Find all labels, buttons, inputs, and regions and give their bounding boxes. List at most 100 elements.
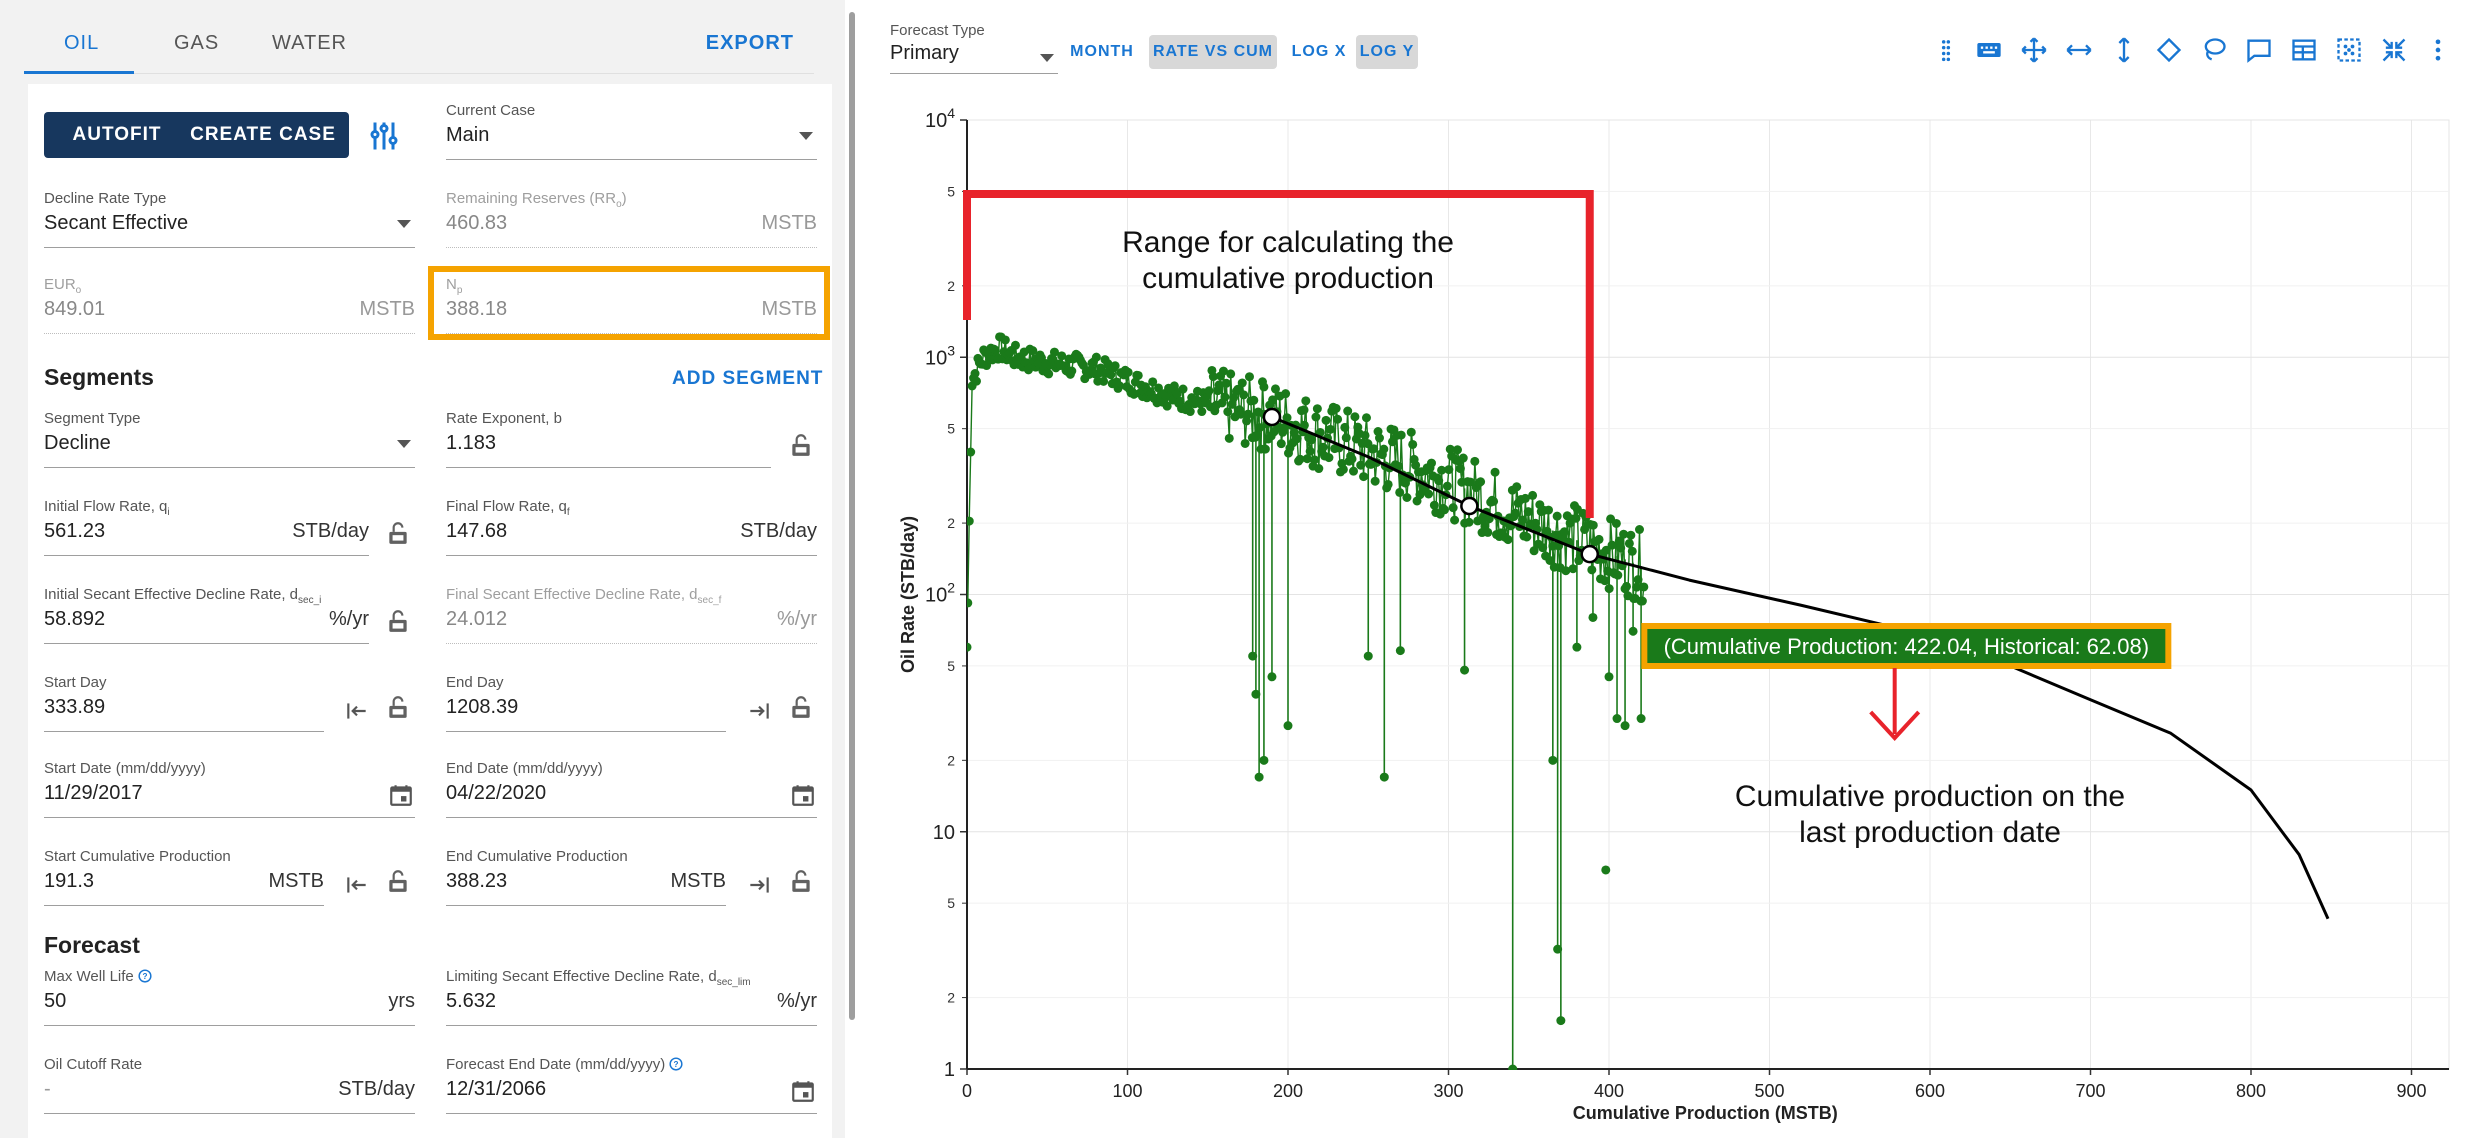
eur-label: EURo	[44, 276, 82, 296]
oil-cutoff-field[interactable]: Oil Cutoff Rate - STB/day	[44, 1056, 415, 1114]
historical-point	[1185, 407, 1195, 417]
align-end-icon[interactable]	[746, 698, 772, 724]
log-y-toggle[interactable]: LOG Y	[1356, 35, 1418, 69]
align-start-icon[interactable]	[344, 698, 370, 724]
initial-flow-rate-field[interactable]: Initial Flow Rate, qi 561.23 STB/day	[44, 498, 369, 556]
panel-splitter[interactable]	[845, 0, 859, 1138]
historical-point	[1341, 433, 1351, 443]
month-toggle[interactable]: MONTH	[1070, 43, 1134, 60]
lock-open-icon[interactable]	[385, 608, 411, 634]
align-start-icon[interactable]	[344, 872, 370, 898]
historical-point	[1309, 455, 1319, 465]
historical-point	[1571, 513, 1581, 523]
segment-type-select[interactable]: Segment Type Decline	[44, 410, 415, 468]
historical-point	[1406, 427, 1416, 437]
help-icon[interactable]: ?	[669, 1057, 683, 1071]
vertical-resize-icon[interactable]	[2110, 36, 2138, 64]
rate-vs-cum-chart[interactable]: 0 100 200 300 400 500 600 700 800 900 1 10 102 103 104…	[859, 0, 2475, 1138]
lock-open-icon[interactable]	[788, 868, 814, 894]
end-cum-field[interactable]: End Cumulative Production 388.23 MSTB	[446, 848, 726, 906]
historical-point	[1348, 466, 1358, 476]
lock-open-icon[interactable]	[385, 520, 411, 546]
historical-point	[1343, 406, 1353, 416]
segment-handle-point[interactable]	[1460, 496, 1479, 516]
current-case-select[interactable]: Current Case Main	[446, 102, 817, 160]
np-value: 388.18	[446, 298, 508, 320]
historical-point	[1594, 534, 1604, 544]
y-minor-tick-label: 2	[947, 278, 955, 294]
historical-dip-point	[1508, 1064, 1518, 1070]
forecast-end-date-field[interactable]: Forecast End Date (mm/dd/yyyy) ? 12/31/2…	[446, 1056, 817, 1114]
more-vert-icon[interactable]	[2424, 36, 2452, 64]
x-tick-label: 400	[1594, 1081, 1624, 1101]
help-icon[interactable]: ?	[138, 969, 152, 983]
log-x-toggle[interactable]: LOG X	[1291, 43, 1347, 60]
autofit-button[interactable]: AUTOFIT	[44, 112, 190, 158]
diamond-icon[interactable]	[2155, 36, 2183, 64]
lock-open-icon[interactable]	[385, 694, 411, 720]
end-date-field[interactable]: End Date (mm/dd/yyyy) 04/22/2020	[446, 760, 817, 818]
tab-gas[interactable]: GAS	[174, 32, 220, 54]
historical-point	[1632, 582, 1642, 592]
historical-point	[990, 345, 1000, 355]
historical-point	[1302, 454, 1312, 464]
splitter-handle[interactable]	[849, 12, 855, 1020]
final-flow-rate-field[interactable]: Final Flow Rate, qf 147.68 STB/day	[446, 498, 817, 556]
end-date-label: End Date (mm/dd/yyyy)	[446, 760, 603, 777]
lock-open-icon[interactable]	[385, 868, 411, 894]
end-day-field[interactable]: End Day 1208.39	[446, 674, 726, 732]
tab-oil[interactable]: OIL	[64, 32, 100, 54]
start-date-field[interactable]: Start Date (mm/dd/yyyy) 11/29/2017	[44, 760, 415, 818]
pan-icon[interactable]	[2020, 36, 2048, 64]
initial-decline-field[interactable]: Initial Secant Effective Decline Rate, d…	[44, 586, 369, 644]
forecast-type-select[interactable]: Primary	[890, 42, 1058, 74]
historical-point	[1452, 445, 1462, 455]
historical-point	[1204, 386, 1214, 396]
rate-exponent-field[interactable]: Rate Exponent, b 1.183	[446, 410, 771, 468]
remaining-reserves-unit: MSTB	[761, 212, 817, 234]
historical-dip-point	[1556, 1016, 1566, 1026]
segment-type-label: Segment Type	[44, 410, 141, 427]
start-day-field[interactable]: Start Day 333.89	[44, 674, 324, 732]
segment-handle-point[interactable]	[1262, 407, 1282, 427]
max-well-life-field[interactable]: Max Well Life ? 50 yrs	[44, 968, 415, 1026]
tune-icon[interactable]	[366, 118, 402, 154]
align-end-icon[interactable]	[746, 872, 772, 898]
x-tick-label: 200	[1273, 1081, 1303, 1101]
tab-water[interactable]: WATER	[272, 32, 347, 54]
historical-dip-point	[1620, 721, 1630, 731]
historical-point	[1402, 492, 1412, 502]
historical-dip-point	[1379, 772, 1389, 782]
calendar-icon[interactable]	[388, 782, 414, 808]
table-icon[interactable]	[2290, 36, 2318, 64]
limiting-decline-field[interactable]: Limiting Secant Effective Decline Rate, …	[446, 968, 817, 1026]
calendar-icon[interactable]	[790, 782, 816, 808]
lock-open-icon[interactable]	[788, 694, 814, 720]
collapse-icon[interactable]	[2380, 36, 2408, 64]
historical-point	[1175, 396, 1185, 406]
historical-point	[1325, 424, 1335, 434]
historical-point	[1520, 493, 1530, 503]
lock-open-icon[interactable]	[788, 432, 814, 458]
rate-vs-cum-toggle[interactable]: RATE VS CUM	[1149, 35, 1277, 69]
hover-tooltip	[1641, 623, 2172, 669]
autoscale-icon[interactable]	[2335, 36, 2363, 64]
historical-point	[1311, 412, 1321, 422]
keyboard-icon[interactable]	[1975, 36, 2003, 64]
historical-dip-point	[967, 642, 972, 652]
historical-point	[1214, 380, 1224, 390]
calendar-icon[interactable]	[790, 1078, 816, 1104]
comment-icon[interactable]	[2245, 36, 2273, 64]
historical-point	[1067, 366, 1077, 376]
drag-handle-icon[interactable]	[1932, 36, 1960, 64]
export-button[interactable]: EXPORT	[705, 32, 794, 54]
lasso-icon[interactable]	[2200, 36, 2228, 64]
historical-point	[1464, 517, 1474, 527]
initial-decline-value: 58.892	[44, 608, 106, 630]
decline-rate-type-select[interactable]: Decline Rate Type Secant Effective	[44, 190, 415, 248]
add-segment-button[interactable]: ADD SEGMENT	[672, 368, 824, 389]
create-case-button[interactable]: CREATE CASE	[177, 112, 349, 158]
segment-handle-point[interactable]	[1580, 544, 1599, 564]
horizontal-resize-icon[interactable]	[2065, 36, 2093, 64]
start-cum-field[interactable]: Start Cumulative Production 191.3 MSTB	[44, 848, 324, 906]
